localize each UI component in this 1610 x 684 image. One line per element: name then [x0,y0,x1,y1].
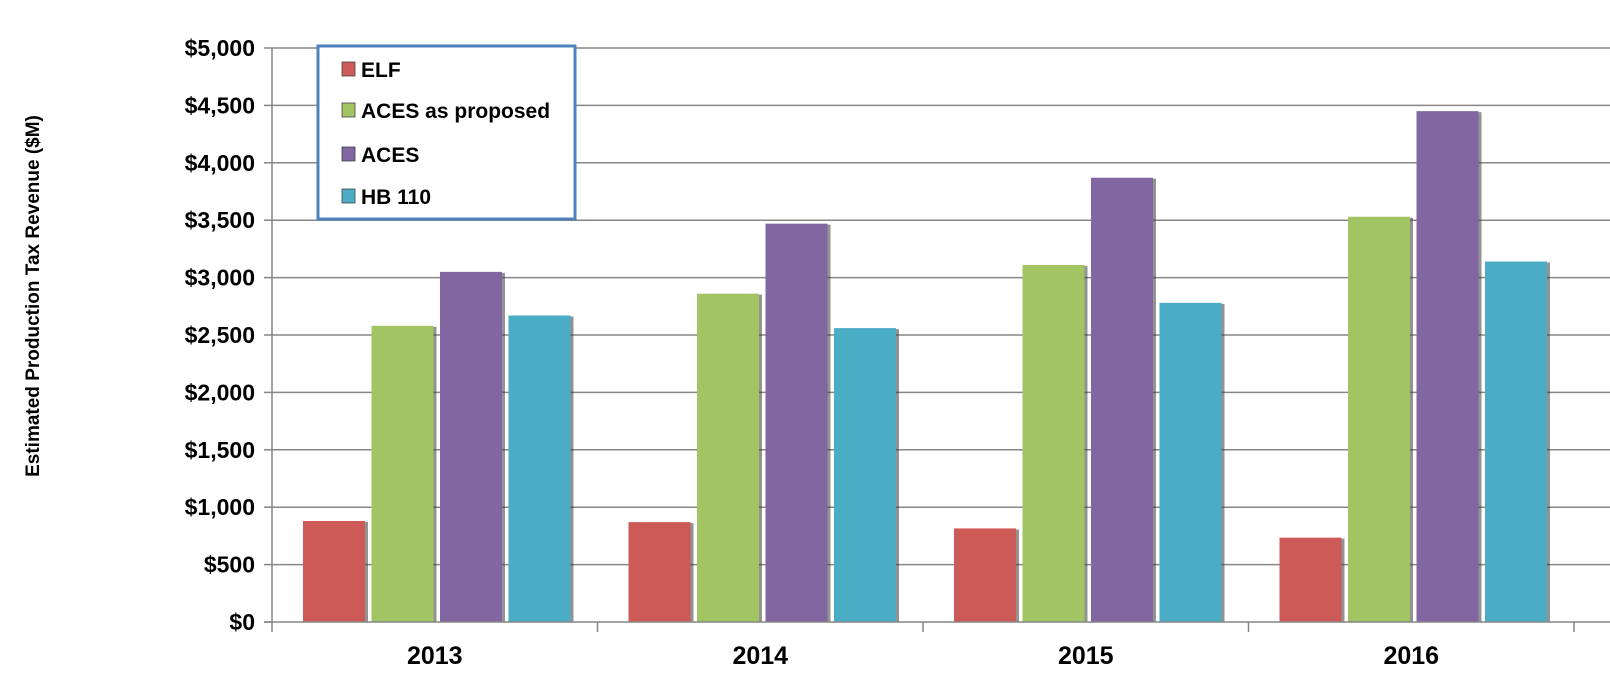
bar-hb-110-2015 [1159,302,1222,622]
legend-swatch [341,61,356,77]
x-tick-label: 2016 [1383,642,1439,670]
y-tick-label: $1,500 [185,437,255,463]
legend-label: HB 110 [361,186,431,209]
legend: ELF ACES as proposed ACES HB 110 [316,44,577,221]
y-tick-label: $5,000 [185,35,255,61]
x-tick-label: 2014 [732,642,788,670]
legend-box [316,44,577,221]
legend-label: ACES [361,144,419,167]
bar-hb-110-2013 [508,315,571,622]
y-tick-label: $4,000 [185,150,255,176]
bar-elf-2013 [303,520,365,622]
bar-aces-as-proposed-2013 [371,325,434,622]
bar-elf-2016 [1279,537,1342,622]
x-tick-label: 2013 [407,642,463,670]
legend-label: ELF [361,59,401,82]
y-axis-ticks: $0 $500 $1,000 $1,500 $2,000 $2,500 $3,000 $3,5… [185,35,273,635]
x-axis-labels: 2013 2014 2015 2016 [407,642,1439,670]
x-axis [264,621,1610,632]
y-tick-label: $4,500 [185,92,255,118]
bar-aces-2014 [765,223,828,623]
y-tick-label: $3,500 [185,207,255,233]
y-tick-label: $3,000 [185,265,255,291]
legend-label: ACES as proposed [361,100,550,123]
legend-swatch [341,146,356,162]
bar-aces-as-proposed-2016 [1348,216,1410,623]
bar-aces-2015 [1091,177,1153,622]
bar-aces-2016 [1416,111,1479,622]
y-axis-title: Estimated Production Tax Revenue ($M) [23,115,44,477]
legend-swatch [341,188,356,204]
y-tick-label: $1,000 [185,494,255,520]
bar-hb-110-2014 [834,328,896,622]
bar-elf-2015 [954,528,1016,622]
bar-aces-2013 [440,271,502,622]
legend-swatch [341,102,356,118]
bar-hb-110-2016 [1485,261,1547,622]
y-tick-label: $2,500 [185,322,255,348]
y-tick-label: $0 [229,609,255,635]
y-tick-label: $2,000 [185,379,255,405]
bar-elf-2014 [628,522,691,622]
x-tick-label: 2015 [1058,642,1114,670]
bars [303,111,1550,623]
bar-aces-as-proposed-2015 [1022,264,1085,622]
y-tick-label: $500 [204,552,255,578]
bar-aces-as-proposed-2014 [697,293,759,622]
